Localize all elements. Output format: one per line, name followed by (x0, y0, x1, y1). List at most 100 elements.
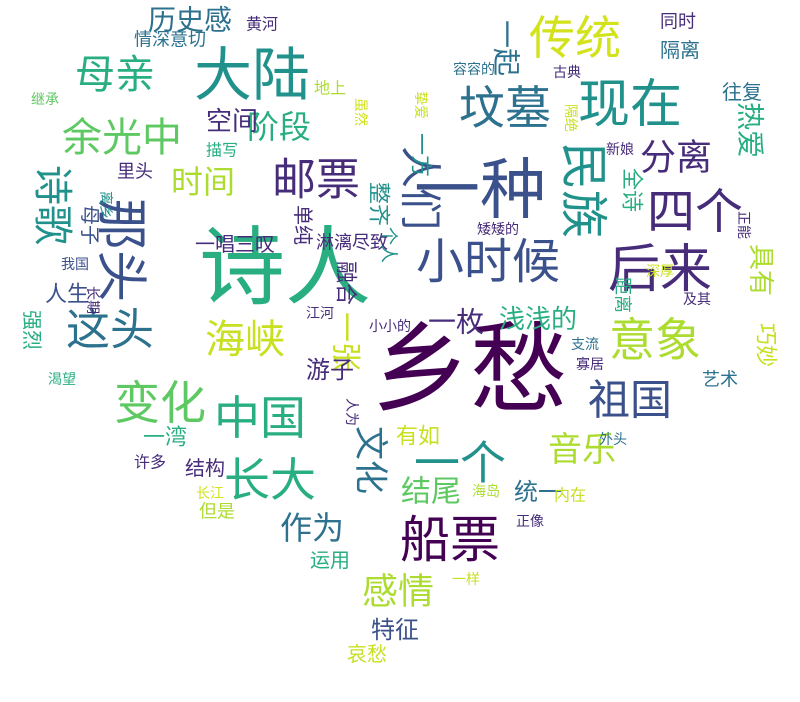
word-37: 意象 (609, 313, 701, 367)
word-15: 余光中 (62, 115, 182, 161)
word-67: 结构 (185, 456, 225, 480)
word-98: 地上 (314, 79, 346, 98)
word-18: 邮票 (272, 155, 360, 206)
word-93: 挚爱 (412, 91, 428, 119)
word-89: 离乡 (97, 191, 114, 219)
word-59: 有如 (396, 425, 440, 450)
word-81: 融合 (333, 261, 358, 305)
word-13: 情深意切 (134, 30, 206, 51)
word-83: 矮矮的 (477, 222, 519, 238)
word-63: 外头 (599, 432, 627, 448)
word-71: 但是 (199, 502, 235, 523)
word-6: 现在 (578, 75, 682, 135)
word-68: 一湾 (143, 426, 187, 451)
word-69: 许多 (134, 453, 166, 472)
word-30: 热爱 (734, 102, 767, 158)
word-47: 距离 (612, 277, 633, 313)
word-16: 阶段 (247, 108, 311, 146)
word-34: 新娘 (606, 142, 634, 158)
word-91: 描写 (206, 141, 238, 160)
word-29: 具有 (745, 244, 775, 296)
word-5: 传统 (529, 11, 621, 65)
word-52: 作为 (280, 509, 344, 547)
word-66: 支流 (571, 337, 599, 353)
word-40: 变化 (114, 376, 206, 430)
word-35: 海峡 (205, 317, 285, 363)
word-43: 一个 (414, 436, 506, 490)
word-75: 长期 (84, 286, 100, 314)
word-14: 一起 (490, 20, 523, 76)
word-61: 内在 (554, 486, 586, 505)
word-85: 小小的 (369, 319, 411, 335)
word-11: 同时 (660, 12, 696, 33)
word-9: 历史感 (148, 4, 232, 37)
word-44: 音乐 (548, 430, 616, 470)
word-73: 强烈 (20, 310, 44, 350)
word-95: 深厚 (646, 264, 674, 280)
word-87: 我国 (61, 257, 89, 273)
word-60: 统一 (514, 478, 562, 506)
word-23: 分离 (640, 138, 712, 179)
word-64: 艺术 (702, 370, 738, 391)
word-49: 游子 (306, 356, 354, 384)
word-90: 里头 (117, 162, 153, 183)
word-3: 一种 (414, 152, 546, 229)
word-17: 空间 (206, 107, 258, 137)
word-94: 隔绝 (562, 104, 578, 132)
word-2: 诗人 (199, 218, 371, 318)
word-50: 结尾 (401, 475, 461, 510)
word-41: 长大 (224, 453, 316, 507)
word-7: 坟墓 (459, 81, 551, 135)
word-72: 渴望 (48, 372, 76, 388)
word-24: 四个 (647, 184, 743, 240)
word-48: 巧妙 (753, 323, 778, 367)
word-12: 隔离 (660, 38, 700, 62)
word-70: 长江 (196, 486, 224, 502)
word-55: 哀愁 (347, 642, 387, 666)
word-38: 祖国 (588, 376, 672, 425)
word-76: 一唱三叹 (195, 232, 275, 256)
word-25: 民族 (555, 142, 611, 238)
word-79: 整齐 (366, 182, 391, 226)
word-27: 小时候 (416, 234, 560, 290)
word-53: 感情 (362, 572, 434, 613)
word-20: 诗歌 (29, 165, 75, 245)
word-97: 正能 (735, 211, 751, 239)
word-80: 一方 (408, 133, 433, 177)
word-58: 正像 (516, 514, 544, 530)
word-28: 后来 (608, 240, 712, 300)
word-1: 乡愁 (372, 313, 568, 427)
word-31: 往复 (722, 80, 762, 104)
word-65: 寡居 (576, 356, 604, 373)
word-88: 母子 (78, 205, 102, 245)
word-96: 及其 (683, 292, 711, 308)
word-82: 个人 (378, 227, 399, 263)
word-74: 人生 (45, 283, 89, 308)
word-26: 人们 (396, 146, 445, 230)
word-92: 虽然 (352, 98, 369, 126)
word-22: 这头 (66, 305, 154, 356)
word-46: 一枚 (428, 306, 484, 339)
word-4: 大陆 (194, 41, 310, 109)
word-32: 古典 (553, 65, 581, 81)
word-57: 一样 (452, 572, 480, 588)
word-86: 人为 (343, 398, 359, 426)
word-62: 海岛 (472, 484, 500, 500)
word-77: 单纯 (291, 205, 315, 245)
word-51: 船票 (400, 511, 500, 569)
word-56: 运用 (310, 548, 350, 572)
word-84: 江河 (306, 306, 334, 322)
word-10: 黄河 (246, 15, 278, 34)
word-99: 容容的 (453, 61, 495, 78)
word-8: 母亲 (75, 52, 155, 98)
word-54: 特征 (371, 616, 419, 644)
word-42: 文化 (350, 426, 390, 494)
word-39: 中国 (214, 391, 306, 445)
word-21: 那头 (90, 198, 150, 302)
word-45: 浅浅的 (499, 305, 577, 335)
word-78: 淋漓尽致 (316, 233, 388, 254)
word-33: 全诗 (619, 168, 644, 212)
word-100: 继承 (31, 92, 59, 108)
